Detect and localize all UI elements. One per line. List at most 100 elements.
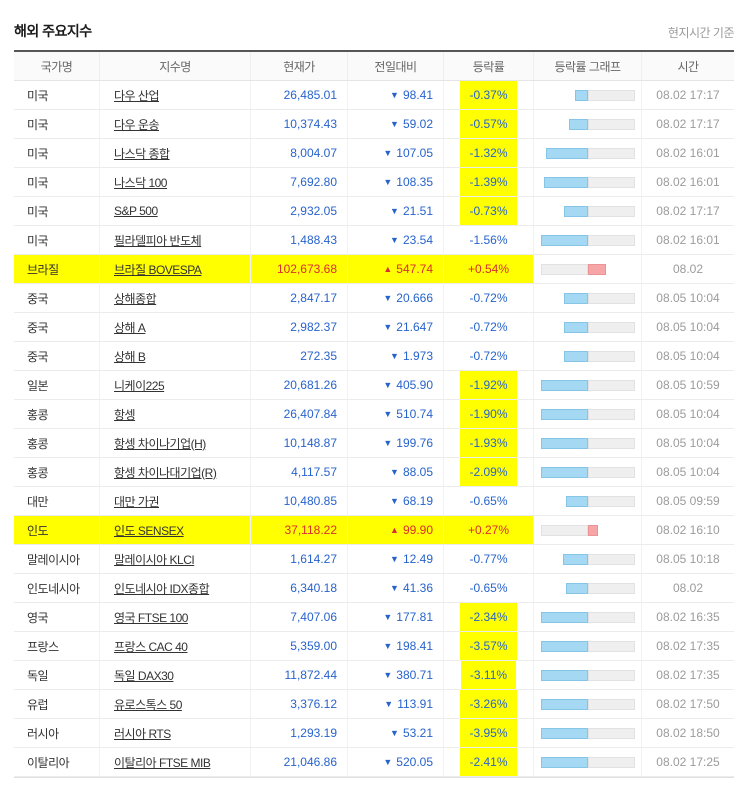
pct-graph-cell: [533, 284, 641, 312]
direction-arrow-icon: ▼: [383, 757, 393, 767]
index-link[interactable]: 영국 FTSE 100: [114, 610, 188, 625]
bar-fill: [588, 524, 598, 536]
price-value: 3,376.12: [290, 697, 337, 711]
price-value: 2,932.05: [290, 204, 337, 218]
change-value: 520.05: [396, 755, 433, 769]
country-cell: 유럽: [14, 690, 99, 718]
index-link[interactable]: 상해 B: [114, 349, 146, 364]
country-label: 홍콩: [27, 465, 49, 480]
pct-value: -0.65%: [469, 581, 508, 595]
pct-bar-chart: [541, 89, 635, 101]
time-value: 08.05 10:04: [656, 465, 720, 479]
direction-arrow-icon: ▼: [390, 235, 399, 245]
change-cell: ▼ 520.05: [347, 748, 443, 776]
country-label: 프랑스: [27, 639, 59, 654]
index-link[interactable]: 항셍 차이나기업(H): [114, 436, 206, 451]
price-value: 2,847.17: [290, 291, 337, 305]
country-label: 미국: [27, 204, 49, 219]
pct-bar-chart: [541, 669, 635, 681]
country-label: 중국: [27, 320, 49, 335]
country-cell: 중국: [14, 342, 99, 370]
table-row: 대만 대만 가권 10,480.85 ▼ 68.19 -0.65% 08.05 …: [14, 487, 734, 516]
bar-track: [588, 698, 635, 710]
price-value: 26,485.01: [283, 88, 337, 102]
index-link[interactable]: 다우 산업: [114, 88, 160, 103]
pct-graph-cell: [533, 342, 641, 370]
index-link[interactable]: 니케이225: [114, 378, 165, 393]
index-name-cell: 니케이225: [99, 371, 250, 399]
pct-cell: -3.11%: [443, 661, 533, 689]
price-value: 8,004.07: [290, 146, 337, 160]
country-cell: 대만: [14, 487, 99, 515]
pct-value: -3.57%: [460, 632, 517, 660]
table-row: 홍콩 항셍 차이나기업(H) 10,148.87 ▼ 199.76 -1.93%…: [14, 429, 734, 458]
direction-arrow-icon: ▼: [390, 496, 399, 506]
country-cell: 미국: [14, 226, 99, 254]
index-link[interactable]: 이탈리아 FTSE MIB: [114, 755, 211, 770]
bar-fill: [541, 466, 588, 478]
index-name-cell: 나스닥 종합: [99, 139, 250, 167]
country-cell: 말레이시아: [14, 545, 99, 573]
index-link[interactable]: 러시아 RTS: [114, 726, 171, 741]
time-value: 08.05 10:04: [656, 407, 720, 421]
country-label: 브라질: [27, 262, 59, 277]
index-link[interactable]: 필라델피아 반도체: [114, 233, 202, 248]
pct-graph-cell: [533, 81, 641, 109]
change-value: 547.74: [396, 262, 433, 276]
index-link[interactable]: 나스닥 100: [114, 175, 167, 190]
country-label: 미국: [27, 146, 49, 161]
pct-value: -0.65%: [469, 494, 508, 508]
change-cell: ▼ 21.51: [347, 197, 443, 225]
change-value: 510.74: [396, 407, 433, 421]
index-link[interactable]: 다우 운송: [114, 117, 160, 132]
country-cell: 미국: [14, 197, 99, 225]
pct-value: -2.09%: [460, 458, 517, 486]
index-link[interactable]: 나스닥 종합: [114, 146, 170, 161]
time-value: 08.02 16:01: [656, 233, 720, 247]
pct-graph-cell: [533, 313, 641, 341]
bar-fill: [564, 321, 588, 333]
direction-arrow-icon: ▼: [383, 641, 393, 651]
country-label: 미국: [27, 88, 49, 103]
index-name-cell: 브라질 BOVESPA: [99, 255, 250, 283]
direction-arrow-icon: ▼: [390, 554, 399, 564]
pct-cell: -2.41%: [443, 748, 533, 776]
index-link[interactable]: S&P 500: [114, 204, 158, 218]
pct-cell: -1.93%: [443, 429, 533, 457]
country-label: 영국: [27, 610, 49, 625]
index-link[interactable]: 독일 DAX30: [114, 668, 174, 683]
change-cell: ▼ 380.71: [347, 661, 443, 689]
index-link[interactable]: 항셍: [114, 407, 136, 422]
pct-graph-cell: [533, 255, 641, 283]
index-link[interactable]: 브라질 BOVESPA: [114, 262, 202, 277]
price-cell: 7,407.06: [250, 603, 347, 631]
pct-value: -0.77%: [469, 552, 508, 566]
index-link[interactable]: 인도네시아 IDX종합: [114, 581, 210, 596]
change-value: 380.71: [396, 668, 433, 682]
index-link[interactable]: 유로스톡스 50: [114, 697, 182, 712]
change-value: 21.647: [396, 320, 433, 334]
table-row: 브라질 브라질 BOVESPA 102,673.68 ▲ 547.74 +0.5…: [14, 255, 734, 284]
country-cell: 이탈리아: [14, 748, 99, 776]
change-cell: ▼ 41.36: [347, 574, 443, 602]
bar-track: [588, 350, 635, 362]
index-link[interactable]: 말레이시아 KLCI: [114, 552, 195, 567]
index-link[interactable]: 상해 A: [114, 320, 146, 335]
index-link[interactable]: 인도 SENSEX: [114, 523, 184, 538]
country-cell: 홍콩: [14, 458, 99, 486]
pct-bar-chart: [541, 321, 635, 333]
pct-graph-cell: [533, 719, 641, 747]
index-link[interactable]: 대만 가권: [114, 494, 160, 509]
index-link[interactable]: 상해종합: [114, 291, 157, 306]
pct-graph-cell: [533, 429, 641, 457]
time-cell: 08.05 10:59: [641, 371, 734, 399]
direction-arrow-icon: ▼: [390, 467, 399, 477]
pct-value: -3.11%: [460, 661, 517, 689]
change-value: 405.90: [396, 378, 433, 392]
col-header-change: 전일대비: [347, 52, 443, 80]
country-label: 유럽: [27, 697, 49, 712]
index-link[interactable]: 프랑스 CAC 40: [114, 639, 188, 654]
change-value: 20.666: [396, 291, 433, 305]
index-link[interactable]: 항셍 차이나대기업(R): [114, 465, 217, 480]
index-name-cell: 영국 FTSE 100: [99, 603, 250, 631]
